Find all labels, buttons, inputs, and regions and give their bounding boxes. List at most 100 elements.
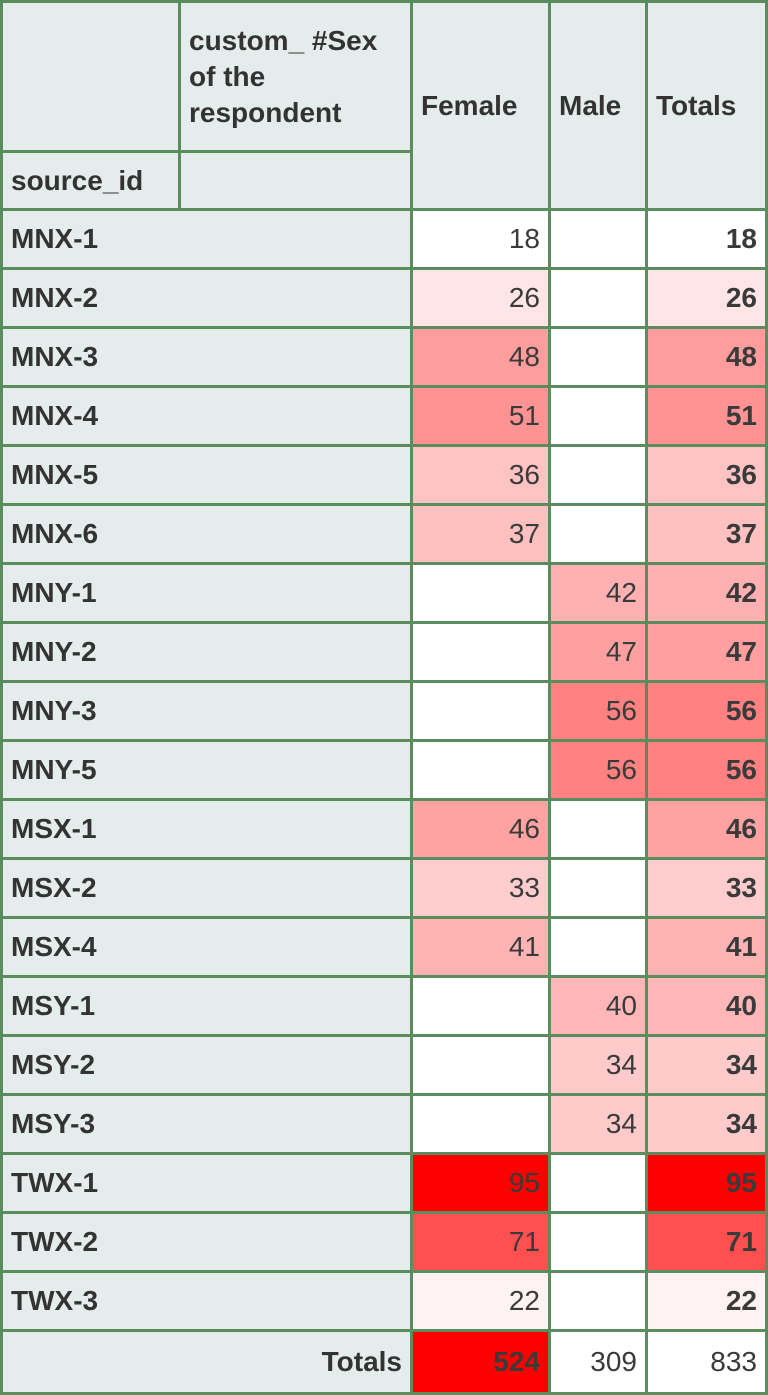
cell-female: 37 bbox=[410, 503, 551, 565]
cell-total: 71 bbox=[645, 1211, 768, 1273]
row-label[interactable]: MSX-4 bbox=[0, 916, 413, 978]
row-label[interactable]: MNX-6 bbox=[0, 503, 413, 565]
row-label[interactable]: MNY-2 bbox=[0, 621, 413, 683]
totals-row: Totals 524 309 833 bbox=[0, 1329, 768, 1395]
cell-male bbox=[548, 916, 648, 978]
row-label[interactable]: MSY-2 bbox=[0, 1034, 413, 1096]
table-row: MNY-3 56 56 bbox=[0, 680, 768, 742]
cell-female bbox=[410, 680, 551, 742]
row-label[interactable]: MNY-5 bbox=[0, 739, 413, 801]
cell-female bbox=[410, 1093, 551, 1155]
cell-female bbox=[410, 621, 551, 683]
cell-male: 47 bbox=[548, 621, 648, 683]
cell-female: 41 bbox=[410, 916, 551, 978]
column-dimension-label[interactable]: custom_ #Sex of the respondent bbox=[178, 0, 413, 153]
cell-total: 33 bbox=[645, 857, 768, 919]
table-row: MNY-5 56 56 bbox=[0, 739, 768, 801]
table-row: MNY-1 42 42 bbox=[0, 562, 768, 624]
cell-female: 95 bbox=[410, 1152, 551, 1214]
table-row: MSX-1 46 46 bbox=[0, 798, 768, 860]
cell-male bbox=[548, 385, 648, 447]
cell-total: 51 bbox=[645, 385, 768, 447]
cell-male bbox=[548, 267, 648, 329]
cell-female: 51 bbox=[410, 385, 551, 447]
cell-male bbox=[548, 1152, 648, 1214]
cell-male bbox=[548, 208, 648, 270]
table-row: TWX-1 95 95 bbox=[0, 1152, 768, 1214]
cell-male: 34 bbox=[548, 1093, 648, 1155]
cell-total: 56 bbox=[645, 739, 768, 801]
cell-total: 36 bbox=[645, 444, 768, 506]
cell-female: 18 bbox=[410, 208, 551, 270]
cell-male bbox=[548, 1211, 648, 1273]
cell-total: 46 bbox=[645, 798, 768, 860]
table-row: MNX-5 36 36 bbox=[0, 444, 768, 506]
cell-total: 37 bbox=[645, 503, 768, 565]
grand-total: 833 bbox=[645, 1329, 768, 1395]
row-label[interactable]: TWX-1 bbox=[0, 1152, 413, 1214]
cell-male bbox=[548, 503, 648, 565]
total-male: 309 bbox=[548, 1329, 648, 1395]
table-row: TWX-3 22 22 bbox=[0, 1270, 768, 1332]
table-row: TWX-2 71 71 bbox=[0, 1211, 768, 1273]
row-label[interactable]: MNX-5 bbox=[0, 444, 413, 506]
table-row: MSY-2 34 34 bbox=[0, 1034, 768, 1096]
row-label[interactable]: MNX-3 bbox=[0, 326, 413, 388]
table-row: MSY-3 34 34 bbox=[0, 1093, 768, 1155]
row-label[interactable]: MSY-3 bbox=[0, 1093, 413, 1155]
row-label[interactable]: MNY-3 bbox=[0, 680, 413, 742]
cell-female: 22 bbox=[410, 1270, 551, 1332]
row-label[interactable]: TWX-2 bbox=[0, 1211, 413, 1273]
cell-male bbox=[548, 444, 648, 506]
table-row: MNX-6 37 37 bbox=[0, 503, 768, 565]
cell-total: 34 bbox=[645, 1034, 768, 1096]
row-label[interactable]: MNX-4 bbox=[0, 385, 413, 447]
corner-cell bbox=[0, 0, 181, 153]
table-row: MNX-3 48 48 bbox=[0, 326, 768, 388]
cell-male bbox=[548, 326, 648, 388]
table-row: MSY-1 40 40 bbox=[0, 975, 768, 1037]
cell-total: 42 bbox=[645, 562, 768, 624]
row-label[interactable]: MSY-1 bbox=[0, 975, 413, 1037]
row-label[interactable]: MNX-1 bbox=[0, 208, 413, 270]
column-header-female[interactable]: Female bbox=[410, 0, 551, 211]
cell-total: 41 bbox=[645, 916, 768, 978]
cell-female bbox=[410, 562, 551, 624]
cell-total: 34 bbox=[645, 1093, 768, 1155]
cell-female: 36 bbox=[410, 444, 551, 506]
cell-male: 42 bbox=[548, 562, 648, 624]
row-dimension-label[interactable]: source_id bbox=[0, 150, 181, 211]
cell-male: 56 bbox=[548, 739, 648, 801]
cell-total: 18 bbox=[645, 208, 768, 270]
row-label[interactable]: MSX-2 bbox=[0, 857, 413, 919]
row-label[interactable]: TWX-3 bbox=[0, 1270, 413, 1332]
cell-male: 56 bbox=[548, 680, 648, 742]
cell-female: 26 bbox=[410, 267, 551, 329]
table-row: MSX-2 33 33 bbox=[0, 857, 768, 919]
cell-female bbox=[410, 1034, 551, 1096]
column-header-male[interactable]: Male bbox=[548, 0, 648, 211]
table-row: MNY-2 47 47 bbox=[0, 621, 768, 683]
row-label[interactable]: MNY-1 bbox=[0, 562, 413, 624]
cell-total: 40 bbox=[645, 975, 768, 1037]
total-female: 524 bbox=[410, 1329, 551, 1395]
cell-female: 71 bbox=[410, 1211, 551, 1273]
cell-male bbox=[548, 798, 648, 860]
totals-label: Totals bbox=[0, 1329, 413, 1395]
row-label[interactable]: MSX-1 bbox=[0, 798, 413, 860]
table-row: MNX-1 18 18 bbox=[0, 208, 768, 270]
cell-male: 34 bbox=[548, 1034, 648, 1096]
cell-female bbox=[410, 739, 551, 801]
row-label[interactable]: MNX-2 bbox=[0, 267, 413, 329]
table-row: MSX-4 41 41 bbox=[0, 916, 768, 978]
cell-male: 40 bbox=[548, 975, 648, 1037]
column-header-totals: Totals bbox=[645, 0, 768, 211]
cell-male bbox=[548, 1270, 648, 1332]
cell-total: 56 bbox=[645, 680, 768, 742]
cell-female: 33 bbox=[410, 857, 551, 919]
cell-total: 26 bbox=[645, 267, 768, 329]
empty-header-cell bbox=[178, 150, 413, 211]
cell-female: 46 bbox=[410, 798, 551, 860]
cell-total: 95 bbox=[645, 1152, 768, 1214]
cell-total: 22 bbox=[645, 1270, 768, 1332]
